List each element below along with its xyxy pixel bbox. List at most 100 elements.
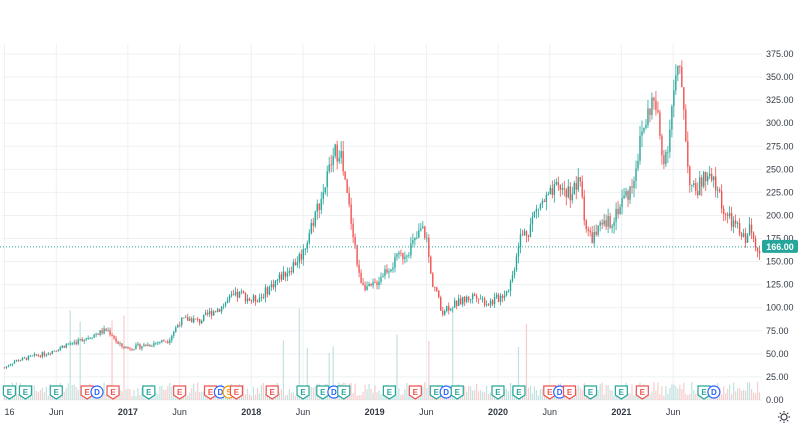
event-marker[interactable]: D bbox=[707, 385, 721, 399]
event-marker[interactable]: E bbox=[106, 385, 120, 400]
event-marker[interactable]: E bbox=[49, 385, 63, 400]
volume-bar bbox=[292, 392, 294, 400]
candle-body bbox=[663, 155, 665, 165]
volume-bar bbox=[71, 384, 73, 400]
volume-bar bbox=[191, 388, 193, 400]
earnings-icon[interactable] bbox=[450, 385, 464, 400]
gear-icon[interactable] bbox=[778, 411, 790, 423]
volume-bar bbox=[169, 382, 171, 400]
volume-bar bbox=[677, 388, 679, 400]
earnings-icon[interactable] bbox=[18, 385, 33, 400]
event-marker[interactable]: E bbox=[18, 385, 33, 400]
earnings-icon[interactable] bbox=[316, 385, 330, 400]
event-marker[interactable]: E bbox=[562, 385, 577, 400]
candle-body bbox=[316, 203, 318, 212]
candle-body bbox=[113, 335, 115, 339]
event-marker[interactable]: E bbox=[296, 385, 310, 400]
event-marker[interactable]: E bbox=[382, 385, 397, 400]
volume-bar bbox=[673, 384, 675, 400]
volume-bar bbox=[752, 392, 755, 400]
earnings-icon[interactable] bbox=[229, 385, 244, 400]
event-marker[interactable]: D bbox=[327, 385, 341, 399]
earnings-icon[interactable] bbox=[614, 385, 628, 400]
event-marker[interactable]: D bbox=[90, 385, 104, 399]
earnings-icon[interactable] bbox=[80, 385, 94, 400]
candle-body bbox=[713, 176, 715, 181]
earnings-icon[interactable] bbox=[512, 385, 526, 400]
y-axis[interactable]: 0.00 25.00 50.00 75.00 100.00 125.00 150.00 175… bbox=[766, 49, 794, 405]
earnings-icon[interactable] bbox=[296, 385, 310, 400]
event-marker[interactable]: E bbox=[697, 385, 711, 400]
earnings-icon[interactable] bbox=[408, 385, 422, 400]
candle-body bbox=[220, 306, 223, 312]
candle-body bbox=[55, 350, 57, 352]
earnings-icon[interactable] bbox=[49, 385, 63, 400]
volume-bar bbox=[609, 389, 611, 400]
event-marker[interactable]: E bbox=[80, 385, 94, 400]
candle-body bbox=[740, 233, 743, 237]
earnings-icon[interactable] bbox=[106, 385, 120, 400]
earnings-icon[interactable] bbox=[142, 385, 156, 400]
event-marker[interactable]: E bbox=[512, 385, 526, 400]
candle-body bbox=[754, 238, 757, 248]
settings-button[interactable] bbox=[778, 411, 790, 423]
candle-body bbox=[286, 272, 289, 277]
candle-body bbox=[623, 195, 625, 199]
dividend-icon[interactable] bbox=[707, 385, 721, 399]
earnings-icon[interactable] bbox=[2, 385, 17, 400]
event-marker[interactable]: E bbox=[316, 385, 330, 400]
candle-body bbox=[497, 294, 500, 302]
earnings-icon[interactable] bbox=[429, 385, 443, 400]
event-letter: E bbox=[300, 388, 306, 397]
event-marker[interactable]: E bbox=[583, 385, 598, 400]
candle-body bbox=[183, 317, 185, 319]
candle-body bbox=[581, 181, 583, 197]
candle-body bbox=[450, 308, 452, 311]
event-marker[interactable]: E bbox=[2, 385, 17, 400]
earnings-icon[interactable] bbox=[337, 385, 351, 400]
earnings-icon[interactable] bbox=[382, 385, 397, 400]
candle-body bbox=[250, 300, 253, 302]
dividend-icon[interactable] bbox=[90, 385, 104, 399]
event-marker[interactable]: D bbox=[439, 385, 453, 399]
volume-bar bbox=[675, 386, 677, 400]
earnings-icon[interactable] bbox=[635, 385, 649, 400]
candle-body bbox=[575, 183, 577, 190]
earnings-icon[interactable] bbox=[697, 385, 711, 400]
earnings-icon[interactable] bbox=[562, 385, 577, 400]
volume-bar bbox=[195, 391, 197, 400]
event-marker[interactable]: E bbox=[614, 385, 628, 400]
candle-body bbox=[617, 208, 619, 215]
event-marker[interactable]: E bbox=[429, 385, 443, 400]
candle-body bbox=[165, 341, 167, 343]
event-marker[interactable]: E bbox=[265, 385, 279, 400]
candle-body bbox=[545, 194, 548, 203]
event-marker[interactable]: E bbox=[203, 385, 218, 400]
earnings-icon[interactable] bbox=[173, 385, 187, 400]
earnings-icon[interactable] bbox=[203, 385, 218, 400]
earnings-icon[interactable] bbox=[583, 385, 598, 400]
earnings-icon[interactable] bbox=[265, 385, 279, 400]
event-marker[interactable]: E bbox=[635, 385, 649, 400]
volume-bar bbox=[474, 389, 476, 400]
candle-body bbox=[736, 222, 739, 224]
event-marker[interactable]: E bbox=[337, 385, 351, 400]
earnings-icon[interactable] bbox=[491, 385, 505, 400]
event-marker[interactable]: E bbox=[543, 385, 557, 400]
candle-body bbox=[35, 354, 38, 356]
event-marker[interactable]: E bbox=[229, 385, 244, 400]
x-axis[interactable]: 16 Jun 2017 Jun 2018 Jun 2019 Jun 2020 Jun 2021 Jun bbox=[4, 407, 680, 417]
volume-bar bbox=[378, 390, 380, 400]
event-marker[interactable]: E bbox=[173, 385, 187, 400]
volume-bar bbox=[256, 387, 259, 400]
earnings-icon[interactable] bbox=[543, 385, 557, 400]
event-marker[interactable]: E bbox=[408, 385, 422, 400]
event-marker[interactable]: E bbox=[450, 385, 464, 400]
y-tick-label: 100.00 bbox=[766, 303, 794, 313]
event-marker[interactable]: E bbox=[491, 385, 505, 400]
volume-bar bbox=[545, 395, 547, 400]
event-marker[interactable]: E bbox=[142, 385, 156, 400]
candle-body bbox=[195, 318, 197, 320]
